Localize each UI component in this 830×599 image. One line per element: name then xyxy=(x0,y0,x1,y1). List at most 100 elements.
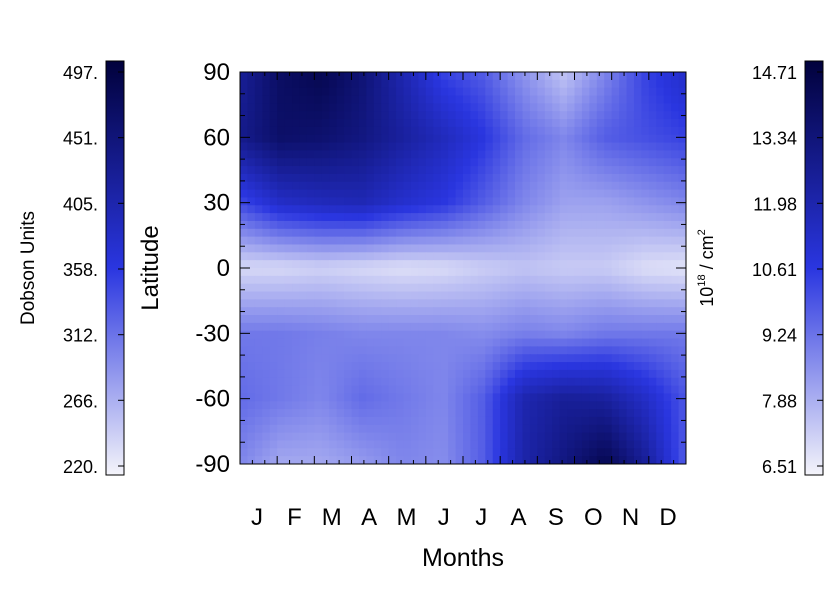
heatmap-cell xyxy=(269,401,278,410)
heatmap-cell xyxy=(440,213,449,222)
heatmap-cell xyxy=(366,158,375,167)
x-tick-label: N xyxy=(622,504,639,531)
heatmap-cell xyxy=(292,228,301,238)
heatmap-cell xyxy=(433,213,442,222)
heatmap-cell xyxy=(448,111,457,120)
heatmap-cell xyxy=(477,448,486,457)
heatmap-cell xyxy=(433,299,442,308)
heatmap-cell xyxy=(396,448,405,457)
heatmap-cell xyxy=(306,346,315,355)
heatmap-cell xyxy=(269,268,278,277)
heatmap-cell xyxy=(373,401,382,410)
heatmap-cell xyxy=(648,299,657,308)
heatmap-cell xyxy=(567,385,576,395)
heatmap-cell xyxy=(619,354,628,363)
heatmap-cell xyxy=(418,72,427,81)
heatmap-cell xyxy=(366,134,375,144)
heatmap-cell xyxy=(626,416,635,426)
heatmap-cell xyxy=(626,173,635,183)
heatmap-cell xyxy=(537,385,546,395)
heatmap-cell xyxy=(381,330,390,340)
heatmap-cell xyxy=(678,119,686,128)
heatmap-cell xyxy=(358,416,367,426)
heatmap-cell xyxy=(329,330,338,340)
heatmap-cell xyxy=(396,173,405,183)
heatmap-cell xyxy=(314,401,323,410)
heatmap-cell xyxy=(663,283,672,293)
heatmap-cell xyxy=(559,416,568,426)
heatmap-cell xyxy=(388,346,397,355)
heatmap-cell xyxy=(515,354,524,363)
heatmap-cell xyxy=(373,158,382,167)
heatmap-cell xyxy=(492,362,501,371)
heatmap-cell xyxy=(633,416,642,426)
heatmap-cell xyxy=(314,213,323,222)
heatmap-cell xyxy=(306,142,315,151)
heatmap-cell xyxy=(589,173,598,183)
heatmap-cell xyxy=(544,213,553,222)
heatmap-cell xyxy=(269,283,278,293)
heatmap-cell xyxy=(515,72,524,81)
heatmap-cell xyxy=(641,307,650,316)
heatmap-cell xyxy=(277,322,286,332)
heatmap-cell xyxy=(292,95,301,104)
heatmap-cell xyxy=(418,166,427,175)
heatmap-cell xyxy=(500,150,509,159)
heatmap-cell xyxy=(515,166,524,175)
heatmap-cell xyxy=(559,119,568,128)
heatmap-cell xyxy=(448,283,457,293)
heatmap-cell xyxy=(507,220,516,230)
heatmap-cell xyxy=(336,338,345,347)
heatmap-cell xyxy=(448,228,457,238)
heatmap-cell xyxy=(329,346,338,355)
heatmap-cell xyxy=(596,228,605,238)
heatmap-cell xyxy=(314,322,323,332)
heatmap-cell xyxy=(671,126,680,136)
heatmap-cell xyxy=(500,416,509,426)
heatmap-cell xyxy=(433,283,442,293)
heatmap-cell xyxy=(648,322,657,332)
heatmap-cell xyxy=(537,103,546,112)
heatmap-cell xyxy=(358,189,367,199)
heatmap-cell xyxy=(396,95,405,104)
heatmap-cell xyxy=(269,440,278,449)
heatmap-cell xyxy=(604,244,613,253)
heatmap-cell xyxy=(292,252,301,261)
heatmap-cell xyxy=(344,424,353,434)
heatmap-cell xyxy=(254,291,263,300)
heatmap-cell xyxy=(366,440,375,449)
heatmap-cell xyxy=(463,416,472,426)
heatmap-cell xyxy=(470,330,479,340)
heatmap-cell xyxy=(396,346,405,355)
heatmap-cell xyxy=(358,213,367,222)
heatmap-cell xyxy=(529,134,538,144)
heatmap-cell xyxy=(552,213,561,222)
heatmap-cell xyxy=(425,354,434,363)
heatmap-cell xyxy=(515,362,524,371)
heatmap-cell xyxy=(448,275,457,285)
heatmap-cell xyxy=(619,456,628,464)
heatmap-cell xyxy=(581,236,590,246)
heatmap-cell xyxy=(477,322,486,332)
heatmap-cell xyxy=(529,260,538,269)
heatmap-cell xyxy=(567,158,576,167)
heatmap-cell xyxy=(671,401,680,410)
heatmap-cell xyxy=(262,338,271,347)
heatmap-cell xyxy=(321,377,330,387)
heatmap-cell xyxy=(515,409,524,418)
heatmap-cell xyxy=(366,103,375,112)
heatmap-cell xyxy=(567,275,576,285)
heatmap-cell xyxy=(254,369,263,379)
heatmap-cell xyxy=(604,119,613,128)
heatmap-cell xyxy=(277,197,286,206)
heatmap-cell xyxy=(321,369,330,379)
heatmap-cell xyxy=(329,448,338,457)
x-tick-label: J xyxy=(475,504,487,531)
heatmap-cell xyxy=(425,205,434,214)
heatmap-cell xyxy=(559,205,568,214)
heatmap-cell xyxy=(604,126,613,136)
heatmap-cell xyxy=(574,393,583,402)
heatmap-cell xyxy=(485,158,494,167)
heatmap-cell xyxy=(306,181,315,191)
heatmap-cell xyxy=(306,87,315,97)
